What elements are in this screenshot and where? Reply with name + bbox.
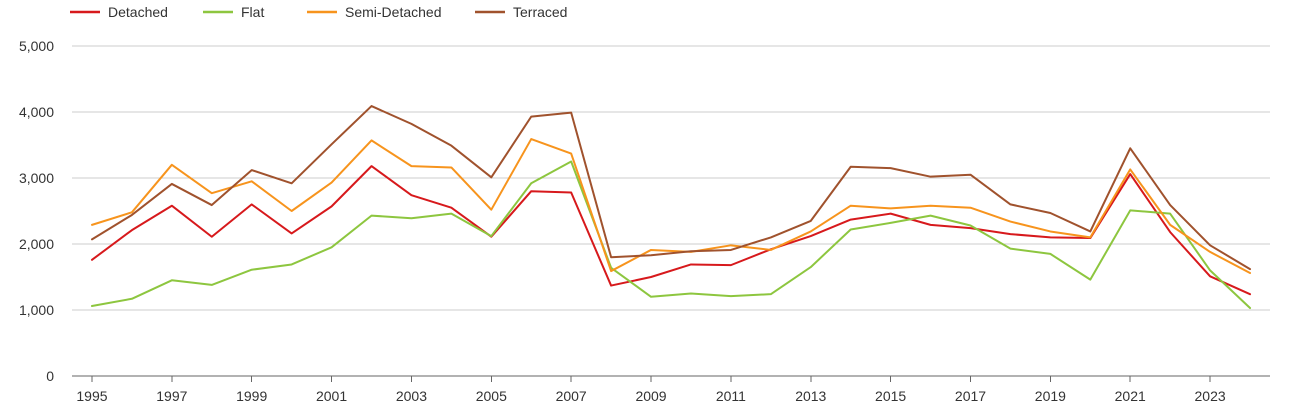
x-tick-label: 2019 [1035,388,1066,404]
legend-item: Terraced [475,4,567,20]
x-tick-label: 2009 [635,388,666,404]
y-tick-label: 4,000 [19,104,54,120]
legend-label: Detached [108,4,168,20]
series-layer [90,105,1252,310]
x-tick-label: 1999 [236,388,267,404]
series-line [90,105,1252,271]
series-semi-detached [90,138,1252,275]
series-line [90,165,1252,296]
y-tick-label: 2,000 [19,236,54,252]
series-flat [90,160,1252,310]
y-tick-label: 0 [46,368,54,384]
x-tick-label: 2021 [1115,388,1146,404]
legend-item: Flat [203,4,264,20]
y-tick-label: 1,000 [19,302,54,318]
x-tick-label: 2005 [476,388,507,404]
y-tick-label: 5,000 [19,38,54,54]
x-tick-label: 2001 [316,388,347,404]
x-tick-label: 2015 [875,388,906,404]
x-tick-label: 2023 [1195,388,1226,404]
x-tick-label: 2013 [795,388,826,404]
x-tick-label: 1997 [156,388,187,404]
legend-label: Terraced [513,4,567,20]
x-tick-label: 2007 [556,388,587,404]
series-terraced [90,105,1252,271]
y-tick-label: 3,000 [19,170,54,186]
gridlines [72,45,1270,377]
legend-label: Flat [241,4,264,20]
legend-item: Semi-Detached [307,4,442,20]
legend: Detached Flat Semi-Detached Terraced [70,4,567,20]
y-axis: 0 1,000 2,000 3,000 4,000 5,000 [19,38,54,384]
series-detached [90,165,1252,296]
legend-label: Semi-Detached [345,4,442,20]
series-line [90,138,1252,275]
x-tick-label: 1995 [76,388,107,404]
x-tick-label: 2003 [396,388,427,404]
x-tick-label: 2017 [955,388,986,404]
x-axis: 1995 1997 1999 2001 2003 2005 2007 2009 2011 2013… [76,376,1226,404]
legend-item: Detached [70,4,168,20]
x-tick-label: 2011 [716,388,746,404]
series-line [90,160,1252,310]
